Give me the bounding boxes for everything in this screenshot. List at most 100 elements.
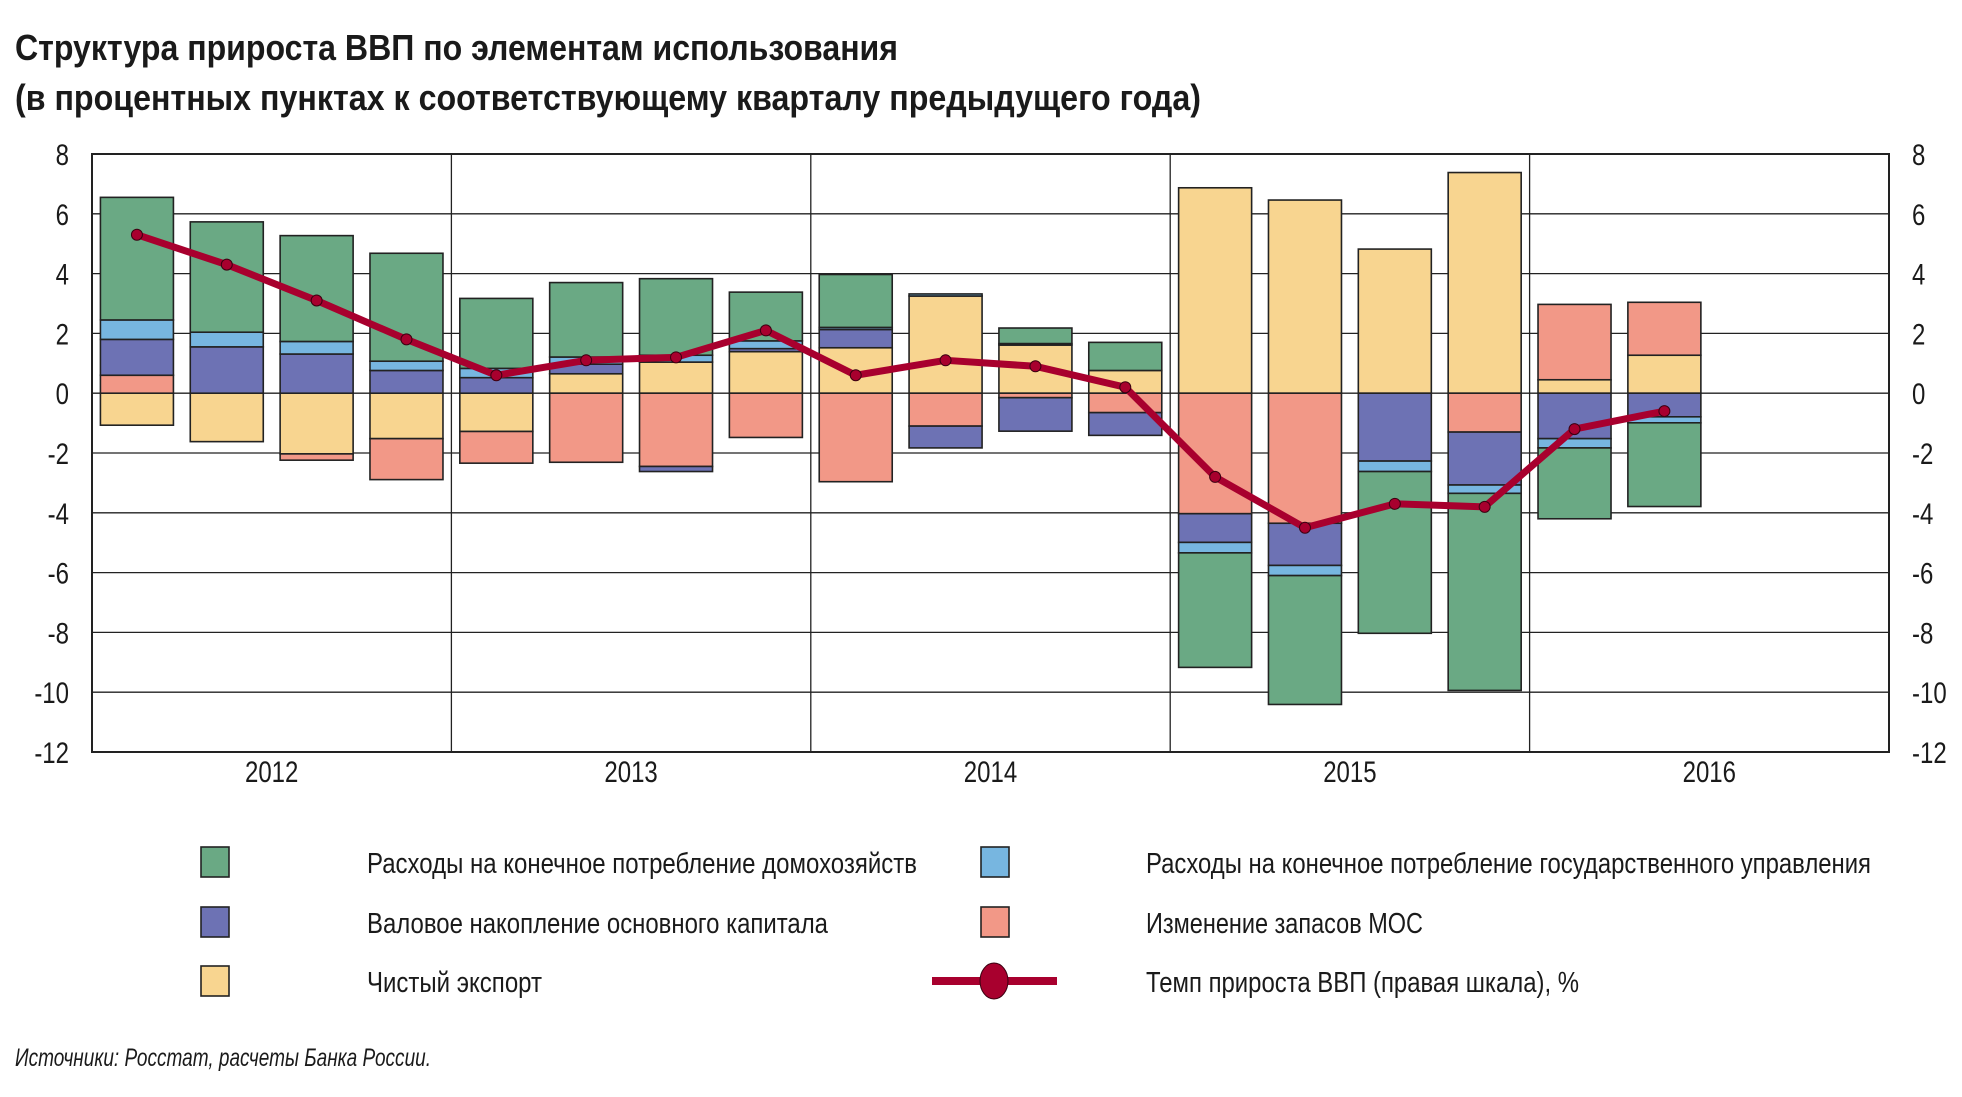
- plot-frame: [91, 153, 1890, 753]
- bars: [99, 171, 1702, 706]
- y-tick-right: -4: [1912, 496, 1933, 530]
- bar-segment: [998, 327, 1073, 345]
- legend-swatch: [980, 846, 1010, 878]
- bar-segment: [908, 295, 983, 394]
- y-tick-right: -8: [1912, 616, 1933, 650]
- gdp-growth-line: [135, 231, 1666, 532]
- axes: 8 8 6 6 4 4 2 2 0 0 -2 -2 -4 -4 -6 -6 -8 -8 -10 -10 -12 -12 20…: [34, 137, 1946, 788]
- legend: Расходы на конечное потребление домохозя…: [200, 846, 1871, 1000]
- legend-swatch: [200, 846, 230, 878]
- chart-subtitle: (в процентных пунктах к соответствующему…: [15, 77, 1201, 118]
- bar-segment: [189, 331, 265, 348]
- bar-segment: [1267, 199, 1343, 395]
- bar-segment: [99, 392, 175, 426]
- bar-segment: [1357, 470, 1433, 635]
- bar-segment: [548, 372, 624, 395]
- x-tick-year: 2013: [604, 754, 657, 788]
- gdp-growth-point: [1209, 470, 1222, 483]
- bar-segment: [279, 392, 354, 455]
- gdp-growth-point: [849, 369, 862, 382]
- bar-segment: [1177, 512, 1253, 544]
- gdp-growth-point: [400, 333, 413, 346]
- bar-segment: [638, 277, 714, 357]
- legend-label: Валовое накопление основного капитала: [367, 908, 829, 940]
- bar-segment: [638, 465, 714, 473]
- bar-segment: [1627, 354, 1702, 394]
- y-tick-right: 6: [1912, 197, 1925, 231]
- gdp-growth-point: [220, 258, 233, 271]
- y-tick-right: -10: [1912, 676, 1947, 710]
- bar-segment: [818, 273, 894, 329]
- bar-segment: [908, 425, 983, 449]
- legend-label: Чистый экспорт: [367, 967, 542, 999]
- bar-segment: [1267, 392, 1343, 525]
- bar-segment: [1087, 341, 1163, 372]
- legend-swatch: [200, 965, 230, 997]
- legend-label: Расходы на конечное потребление государс…: [1146, 848, 1871, 880]
- gdp-growth-point: [670, 351, 683, 364]
- legend-label: Изменение запасов МОС: [1146, 908, 1423, 940]
- y-tick-right: -12: [1912, 735, 1947, 769]
- bar-segment: [99, 338, 175, 377]
- bar-segment: [369, 392, 444, 440]
- gdp-growth-point: [1029, 360, 1042, 373]
- y-tick-left: 0: [56, 377, 69, 411]
- gdp-growth-point: [759, 324, 772, 337]
- source-note: Источники: Росстат, расчеты Банка России…: [15, 1044, 431, 1072]
- bar-segment: [459, 430, 534, 464]
- bar-segment: [1537, 303, 1612, 381]
- gdp-growth-point: [1568, 423, 1581, 436]
- bar-segment: [1537, 447, 1612, 520]
- bar-segment: [1267, 574, 1343, 706]
- bar-segment: [459, 392, 534, 433]
- bar-segment: [998, 396, 1073, 432]
- y-tick-left: 8: [56, 137, 69, 171]
- y-tick-left: 6: [56, 197, 69, 231]
- bar-segment: [548, 392, 624, 464]
- gdp-growth-point: [1119, 381, 1132, 394]
- legend-swatch: [980, 906, 1010, 938]
- legend-label: Темп прироста ВВП (правая шкала), %: [1146, 967, 1579, 999]
- legend-swatch: [200, 906, 230, 938]
- gdp-growth-point: [580, 354, 593, 367]
- bar-segment: [1357, 392, 1433, 462]
- gdp-growth-point: [939, 354, 952, 367]
- gdp-growth-point: [1298, 521, 1311, 534]
- bar-segment: [279, 353, 354, 395]
- bar-segment: [908, 392, 983, 427]
- bar-segment: [1447, 392, 1522, 433]
- bar-segment: [818, 328, 894, 349]
- bar-segment: [1177, 552, 1253, 669]
- bar-segment: [728, 350, 804, 395]
- bar-segment: [279, 453, 354, 461]
- bar-segment: [548, 281, 624, 358]
- bar-segment: [1357, 248, 1433, 394]
- gdp-growth-point: [310, 294, 323, 307]
- bar-segment: [1447, 492, 1522, 692]
- bar-segment: [1267, 564, 1343, 577]
- y-tick-left: 2: [56, 317, 69, 351]
- bar-segment: [369, 369, 444, 395]
- grid: [92, 153, 1889, 753]
- y-tick-left: -8: [48, 616, 69, 650]
- bar-segment: [1537, 437, 1612, 449]
- bar-segment: [99, 374, 175, 395]
- gdp-line: [130, 228, 1671, 534]
- y-tick-right: 4: [1912, 257, 1925, 291]
- bar-segment: [638, 392, 714, 468]
- bar-segment: [279, 340, 354, 355]
- y-tick-left: -4: [48, 496, 69, 530]
- bar-segment: [1177, 541, 1253, 554]
- gdp-growth-point: [130, 228, 143, 241]
- gdp-growth-point: [1388, 497, 1401, 510]
- bar-segment: [1627, 301, 1702, 357]
- bar-segment: [369, 437, 444, 481]
- y-tick-left: -12: [34, 735, 69, 769]
- chart-title: Структура прироста ВВП по элементам испо…: [15, 27, 898, 68]
- bar-segment: [638, 361, 714, 395]
- bar-segment: [369, 360, 444, 372]
- legend-marker-icon: [979, 962, 1009, 1000]
- x-tick-year: 2016: [1683, 754, 1736, 788]
- legend-label: Расходы на конечное потребление домохозя…: [367, 848, 917, 880]
- x-tick-year: 2012: [245, 754, 298, 788]
